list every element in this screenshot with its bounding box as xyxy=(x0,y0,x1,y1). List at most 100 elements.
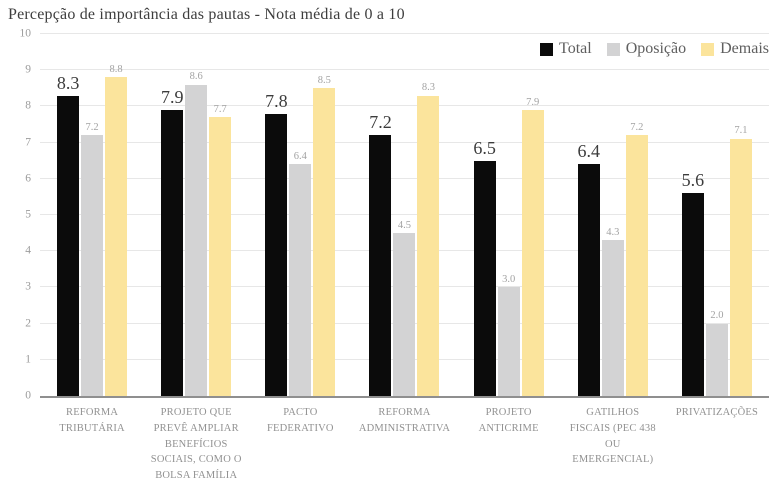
y-tick-label: 5 xyxy=(25,208,31,221)
y-tick-label: 3 xyxy=(25,280,31,293)
bar-column: 8.3 xyxy=(57,34,79,396)
bar-total xyxy=(161,110,184,396)
bar-total xyxy=(681,193,704,396)
bar-oposição xyxy=(185,84,208,396)
gridline xyxy=(40,69,769,71)
bar-group: 6.4 4.3 7.2 xyxy=(561,34,665,396)
bar-group: 5.6 2.0 7.1 xyxy=(665,34,769,396)
legend: Total Oposição Demais xyxy=(540,40,769,58)
bar-column: 3.0 xyxy=(497,34,520,396)
bar-column: 7.2 xyxy=(81,34,104,396)
bar-column: 6.4 xyxy=(578,34,600,396)
bar-oposição xyxy=(393,233,416,396)
bar-value-label: 5.6 xyxy=(681,170,705,191)
y-tick-label: 6 xyxy=(25,172,31,185)
x-axis-label: PRIVATIZAÇÕES xyxy=(675,407,759,418)
bar-demais xyxy=(313,88,336,396)
bar-column: 6.5 xyxy=(473,34,496,396)
bar-value-label: 7.2 xyxy=(85,121,99,133)
x-axis-label: GATILHOS FISCAIS (PEC 438 OU EMERGENCIAL… xyxy=(569,407,656,466)
bar-oposição xyxy=(601,240,624,396)
y-tick-label: 9 xyxy=(25,63,31,76)
bar-value-label: 2.0 xyxy=(710,310,724,322)
bar-column: 5.6 xyxy=(682,34,704,396)
bar-column: 6.4 xyxy=(289,34,312,396)
legend-item: Total xyxy=(540,40,592,58)
bar-oposição xyxy=(289,164,312,396)
bar-oposição xyxy=(497,287,520,396)
bar-column: 8.6 xyxy=(185,34,208,396)
bar-column: 4.5 xyxy=(393,34,416,396)
bar-oposição xyxy=(705,323,728,396)
legend-swatch-icon xyxy=(540,42,554,56)
bar-value-label: 4.5 xyxy=(397,219,412,231)
bar-demais xyxy=(105,77,128,396)
bar-column: 7.2 xyxy=(369,34,392,396)
legend-label: Oposição xyxy=(625,40,687,57)
bar-column: 7.9 xyxy=(161,34,183,396)
y-axis: 0 1 2 3 4 5 6 7 8 9 10 xyxy=(6,28,40,401)
bar-column: 7.9 xyxy=(521,34,544,396)
bar-value-label: 7.1 xyxy=(734,125,748,137)
chart-body: 0 1 2 3 4 5 6 7 8 9 10 8.3 7.2 8.8 7.9 8.6 7.7 7.8 6.4 8.5… xyxy=(6,28,769,401)
bar-value-label: 8.8 xyxy=(109,63,123,75)
x-axis-label: REFORMA TRIBUTÁRIA xyxy=(59,407,125,434)
bar-value-label: 6.5 xyxy=(473,137,496,158)
bar-total xyxy=(577,164,600,396)
bar-group: 7.8 6.4 8.5 xyxy=(248,34,352,396)
x-axis-label: PACTO FEDERATIVO xyxy=(266,407,334,434)
bar-column: 4.3 xyxy=(601,34,624,396)
bar-column: 2.0 xyxy=(705,34,728,396)
bar-value-label: 8.3 xyxy=(421,82,436,94)
bar-column: 7.1 xyxy=(729,34,752,396)
legend-item: Oposição xyxy=(606,40,687,58)
y-tick-label: 7 xyxy=(25,135,31,148)
bar-value-label: 7.9 xyxy=(526,96,540,108)
gridline xyxy=(40,33,769,34)
bar-groups: 8.3 7.2 8.8 7.9 8.6 7.7 7.8 6.4 8.5 7.2 4.5 8.3 6.5 3… xyxy=(40,34,769,396)
bar-group: 8.3 7.2 8.8 xyxy=(40,34,144,396)
plot-area: 8.3 7.2 8.8 7.9 8.6 7.7 7.8 6.4 8.5 7.2 4.5 8.3 6.5 3… xyxy=(40,33,769,398)
bar-value-label: 7.2 xyxy=(369,112,392,133)
bar-total xyxy=(369,135,392,396)
bar-value-label: 8.5 xyxy=(317,74,331,86)
y-tick-label: 4 xyxy=(25,244,31,257)
gridline xyxy=(40,141,769,143)
bar-demais xyxy=(521,110,544,396)
bar-column: 7.7 xyxy=(209,34,232,396)
bar-value-label: 8.3 xyxy=(56,72,80,93)
bar-oposição xyxy=(81,135,104,396)
bar-value-label: 7.2 xyxy=(630,121,644,133)
bar-total xyxy=(57,95,80,396)
bar-column: 8.8 xyxy=(105,34,128,396)
legend-label: Demais xyxy=(720,40,769,57)
gridline xyxy=(40,177,769,179)
bar-value-label: 7.7 xyxy=(213,103,227,115)
bar-demais xyxy=(729,138,752,396)
bar-value-label: 6.4 xyxy=(293,150,307,162)
chart-title: Percepção de importância das pautas - No… xyxy=(8,6,405,23)
y-tick-label: 1 xyxy=(25,353,31,366)
bar-total xyxy=(265,113,288,396)
x-axis-label: REFORMA ADMINISTRATIVA xyxy=(358,407,451,434)
bar-total xyxy=(473,160,496,396)
bar-column: 8.5 xyxy=(313,34,336,396)
bar-column: 7.2 xyxy=(625,34,648,396)
bar-column: 8.3 xyxy=(417,34,440,396)
bar-value-label: 6.4 xyxy=(577,141,601,162)
bar-value-label: 7.8 xyxy=(265,90,288,111)
bar-group: 6.5 3.0 7.9 xyxy=(457,34,561,396)
bar-demais xyxy=(417,95,440,396)
bar-value-label: 3.0 xyxy=(502,273,516,285)
y-tick-label: 8 xyxy=(25,99,31,112)
bar-demais xyxy=(625,135,648,396)
gridline xyxy=(40,214,769,215)
legend-swatch-icon xyxy=(606,42,620,56)
legend-item: Demais xyxy=(701,40,769,58)
x-axis: REFORMA TRIBUTÁRIA PROJETO QUE PREVÊ AMPL… xyxy=(40,398,769,484)
bar-value-label: 8.6 xyxy=(189,71,203,83)
y-tick-label: 10 xyxy=(19,27,32,40)
y-tick-label: 0 xyxy=(25,389,31,402)
y-tick-label: 2 xyxy=(25,316,31,329)
